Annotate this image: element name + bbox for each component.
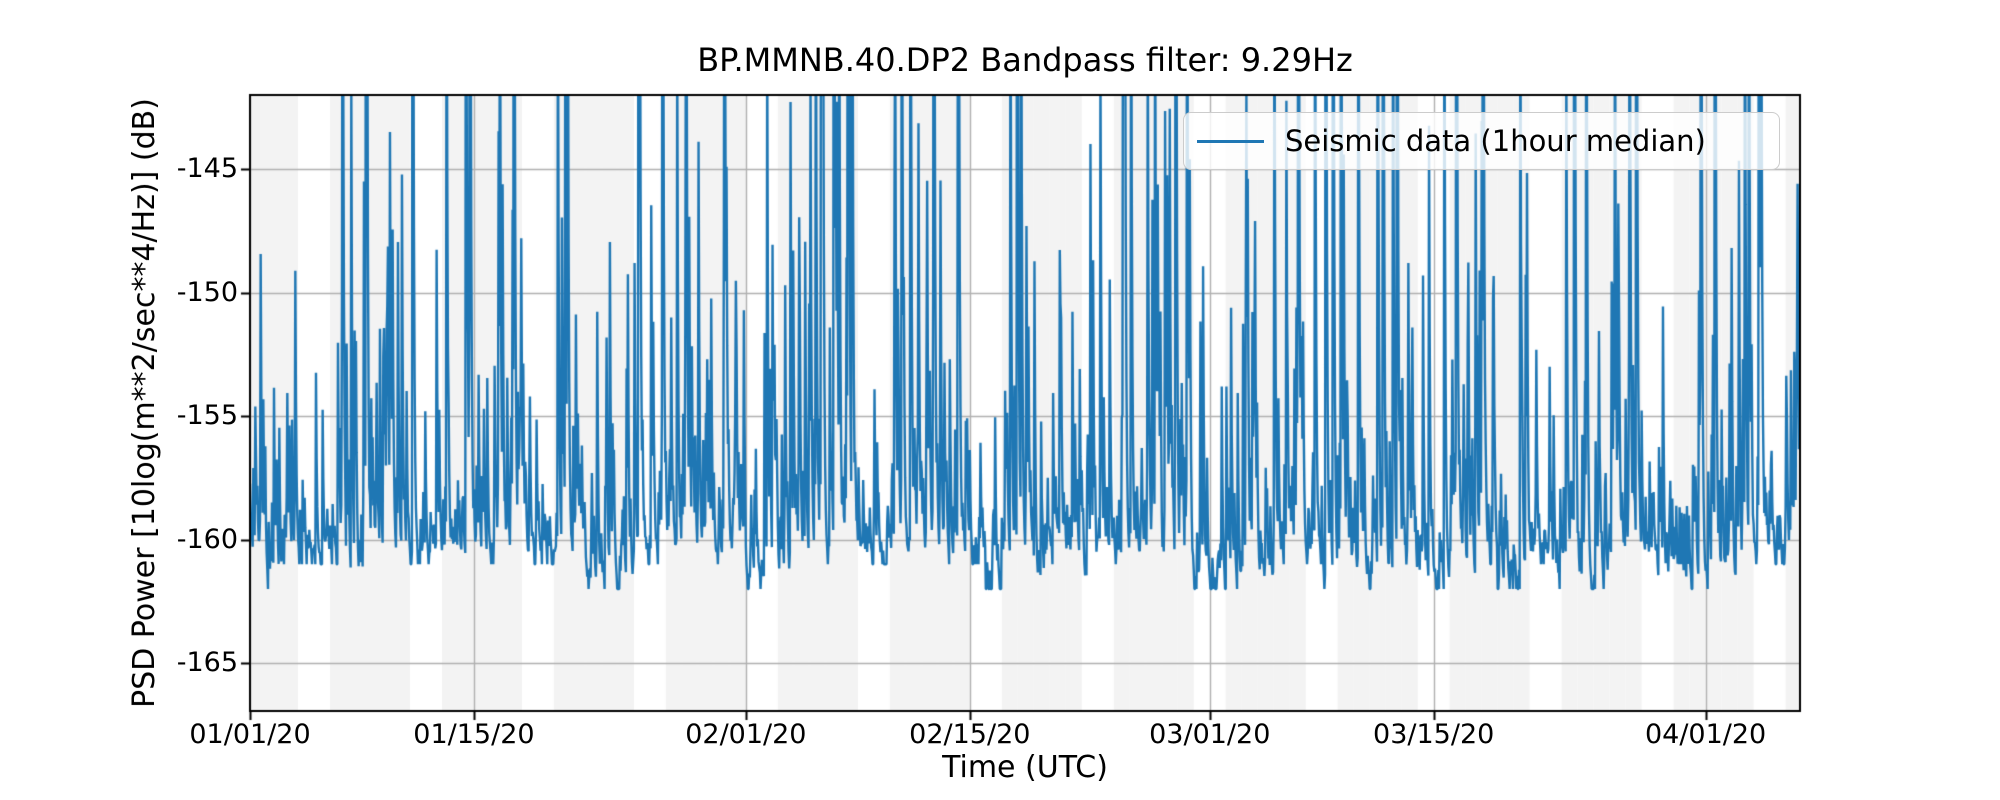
y-tick-label: -155 bbox=[176, 400, 238, 432]
legend: Seismic data (1hour median) bbox=[1183, 112, 1780, 170]
x-tick-label: 02/15/20 bbox=[909, 719, 1031, 750]
y-tick-label: -165 bbox=[176, 647, 238, 679]
y-tick-label: -150 bbox=[176, 276, 238, 308]
x-tick-label: 02/01/20 bbox=[685, 719, 807, 750]
x-tick-label: 03/01/20 bbox=[1149, 719, 1271, 750]
x-tick-label: 01/01/20 bbox=[189, 719, 311, 750]
x-axis-label: Time (UTC) bbox=[942, 750, 1108, 785]
x-tick-label: 03/15/20 bbox=[1373, 719, 1495, 750]
x-tick-label: 04/01/20 bbox=[1644, 719, 1767, 750]
y-tick-label: -145 bbox=[176, 153, 238, 185]
y-tick-label: -160 bbox=[176, 523, 238, 555]
legend-label: Seismic data (1hour median) bbox=[1285, 124, 1706, 158]
chart-title: BP.MMNB.40.DP2 Bandpass filter: 9.29Hz bbox=[697, 41, 1353, 79]
legend-line-sample-icon bbox=[1197, 139, 1264, 143]
x-tick-label: 01/15/20 bbox=[413, 719, 535, 750]
